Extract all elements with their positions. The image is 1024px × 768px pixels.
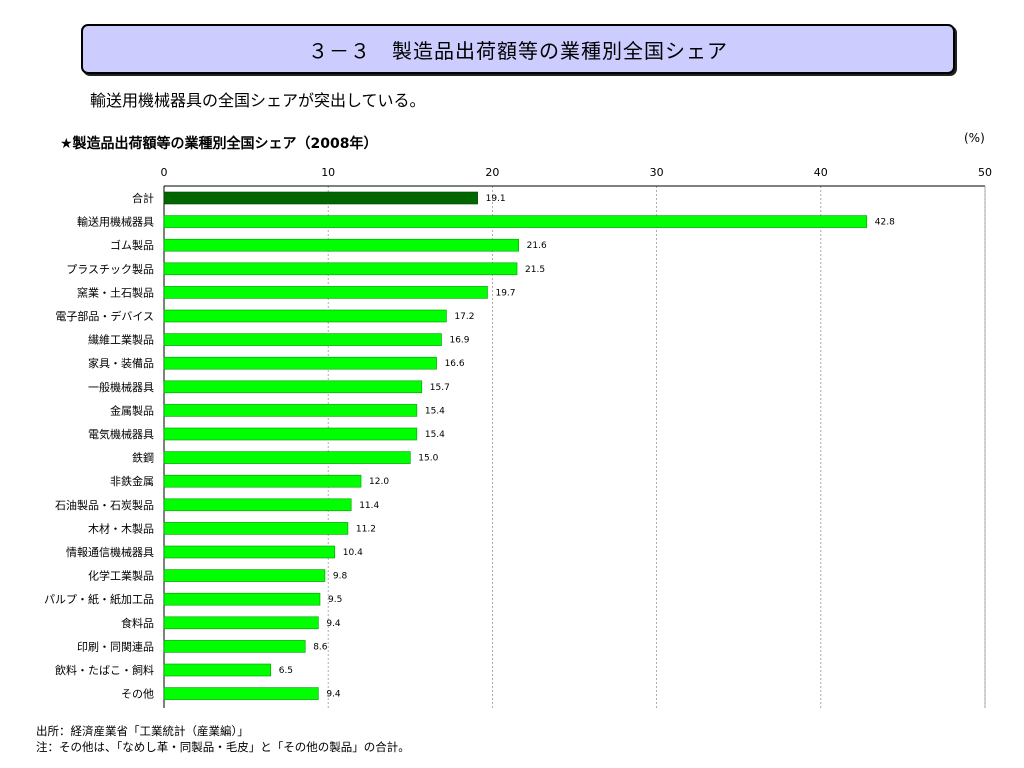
category-label: プラスチック製品 bbox=[66, 262, 154, 276]
bar bbox=[163, 286, 488, 299]
value-label: 9.8 bbox=[333, 572, 348, 582]
category-label: 食料品 bbox=[121, 616, 154, 630]
value-label: 17.2 bbox=[454, 312, 474, 322]
category-label: 石油製品・石炭製品 bbox=[55, 498, 154, 512]
bar bbox=[163, 640, 306, 653]
value-label: 15.0 bbox=[418, 454, 438, 464]
bar bbox=[163, 356, 437, 370]
value-label: 9.4 bbox=[326, 690, 341, 700]
bar-chart: 0 10 20 30 40 50 合計 19.1 輸送用機械器具 42.8 ゴム製品 21.6 プラスチ… bbox=[44, 166, 992, 708]
category-label: 木材・木製品 bbox=[88, 521, 154, 535]
remark-note: 注：その他は、「なめし革・同製品・毛皮」と「その他の製品」の合計。 bbox=[36, 740, 410, 754]
bar bbox=[163, 498, 352, 512]
value-label: 15.4 bbox=[425, 406, 445, 416]
chart-title: ★製造品出荷額等の業種別全国シェア（2008年） bbox=[60, 136, 378, 152]
slide-title: ３－３ 製造品出荷額等の業種別全国シェア bbox=[81, 24, 955, 74]
x-tick-label: 40 bbox=[814, 166, 828, 179]
x-tick-label: 10 bbox=[321, 166, 335, 179]
category-label: 金属製品 bbox=[110, 403, 154, 417]
bar bbox=[163, 262, 518, 276]
bar bbox=[163, 616, 319, 630]
chart-unit: (%) bbox=[964, 131, 985, 145]
bar bbox=[163, 569, 326, 582]
bar bbox=[163, 380, 423, 394]
category-label: 化学工業製品 bbox=[88, 569, 154, 583]
category-label: 繊維工業製品 bbox=[88, 333, 154, 347]
value-label: 12.0 bbox=[369, 477, 389, 487]
category-label: 家具・装備品 bbox=[88, 356, 154, 370]
category-label: 情報通信機械器具 bbox=[66, 545, 154, 559]
category-label: 合計 bbox=[132, 191, 154, 205]
value-label: 9.5 bbox=[328, 595, 342, 605]
value-label: 9.4 bbox=[326, 619, 341, 629]
value-label: 11.2 bbox=[356, 524, 376, 534]
category-label: その他 bbox=[121, 688, 154, 701]
value-label: 6.5 bbox=[279, 666, 293, 676]
value-label: 16.6 bbox=[445, 359, 465, 369]
category-label: 鉄鋼 bbox=[132, 451, 154, 465]
bar bbox=[163, 309, 447, 323]
bar bbox=[163, 333, 442, 346]
value-label: 19.1 bbox=[486, 194, 506, 204]
x-tick-label: 50 bbox=[978, 166, 992, 179]
category-label: 窯業・土石製品 bbox=[77, 285, 154, 299]
bar bbox=[163, 592, 321, 606]
bar bbox=[163, 545, 336, 559]
category-label: パルプ・紙・紙加工品 bbox=[44, 592, 154, 606]
bar bbox=[163, 522, 349, 535]
value-label: 8.6 bbox=[313, 642, 328, 652]
category-label: 輸送用機械器具 bbox=[77, 215, 154, 229]
x-tick-label: 30 bbox=[650, 166, 664, 179]
category-label: 印刷・同関連品 bbox=[77, 639, 154, 653]
footnotes: 出所：経済産業省「工業統計（産業編）」 注：その他は、「なめし革・同製品・毛皮」… bbox=[36, 723, 410, 755]
value-label: 11.4 bbox=[359, 501, 379, 511]
value-label: 19.7 bbox=[495, 288, 515, 298]
bar bbox=[163, 215, 868, 228]
slide-title-text: ３－３ 製造品出荷額等の業種別全国シェア bbox=[308, 38, 728, 63]
x-tick-label: 20 bbox=[485, 166, 499, 179]
value-label: 15.4 bbox=[425, 430, 445, 440]
value-label: 16.9 bbox=[449, 336, 469, 346]
value-label: 21.6 bbox=[527, 241, 547, 251]
bar-total bbox=[163, 191, 478, 205]
source-note: 出所：経済産業省「工業統計（産業編）」 bbox=[36, 724, 249, 738]
x-tick-label: 0 bbox=[161, 166, 168, 179]
category-label: ゴム製品 bbox=[110, 238, 154, 252]
bar bbox=[163, 687, 319, 700]
category-label: 非鉄金属 bbox=[110, 474, 154, 488]
bar bbox=[163, 474, 362, 488]
value-label: 10.4 bbox=[343, 548, 363, 558]
value-label: 15.7 bbox=[430, 383, 450, 393]
category-label: 飲料・たばこ・飼料 bbox=[55, 663, 154, 677]
category-label: 電気機械器具 bbox=[88, 427, 154, 441]
slide-subtitle: 輸送用機械器具の全国シェアが突出している。 bbox=[90, 91, 426, 110]
bar bbox=[163, 404, 418, 417]
value-label: 42.8 bbox=[875, 218, 895, 228]
bar bbox=[163, 427, 418, 441]
value-label: 21.5 bbox=[525, 265, 545, 275]
category-label: 電子部品・デバイス bbox=[55, 309, 154, 323]
bar bbox=[163, 663, 272, 677]
bar bbox=[163, 451, 411, 464]
category-label: 一般機械器具 bbox=[88, 380, 154, 394]
bar bbox=[163, 238, 519, 252]
